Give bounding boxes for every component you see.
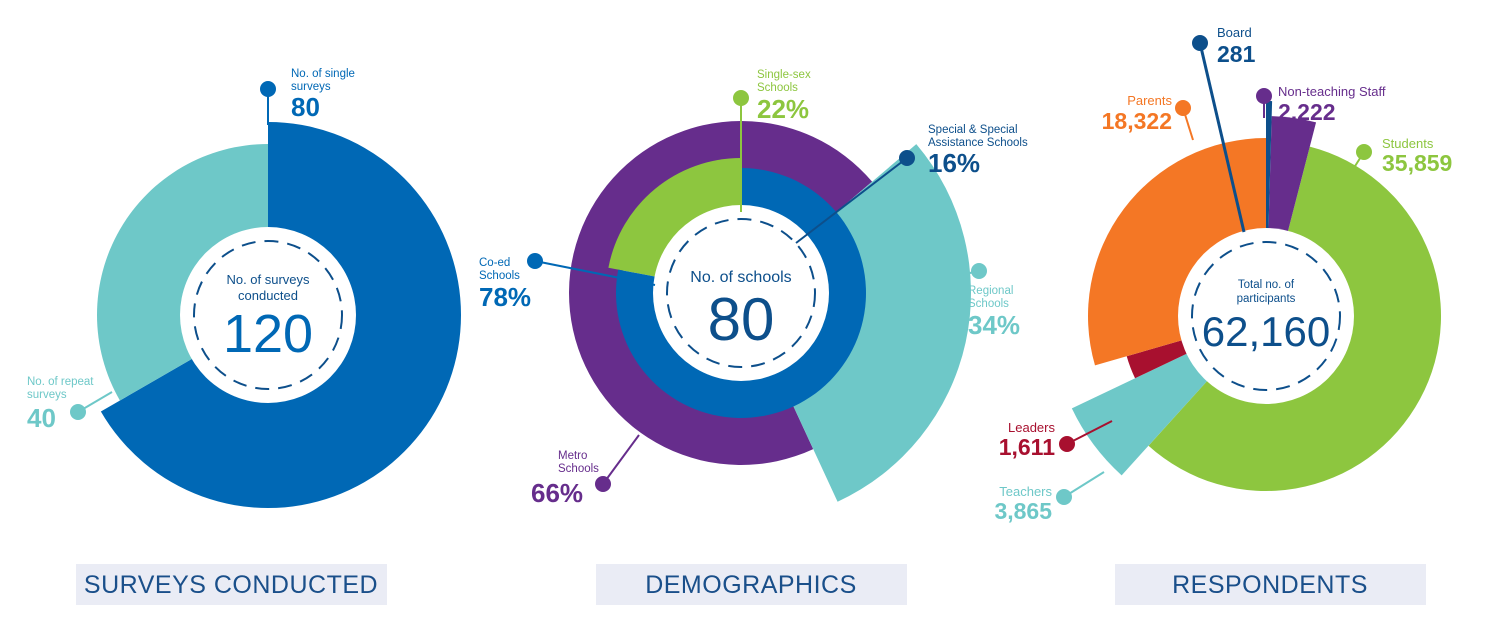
respondents-title: RESPONDENTS [1172,571,1368,599]
special-schools-value: 16% [928,148,980,178]
title-band-respondents: RESPONDENTS [1115,564,1426,605]
center-value: 120 [223,304,313,364]
metro-dot [595,476,611,492]
board-label: Board [1217,25,1252,40]
parents-dot [1175,100,1191,116]
special-schools-label: Special & Special Assistance Schools [928,124,1028,149]
metro-label: Metro Schools [558,450,599,475]
students-value: 35,859 [1382,150,1452,176]
title-band-surveys: SURVEYS CONDUCTED [76,564,387,605]
repeat-surveys-dot [70,404,86,420]
single-sex-dot [733,90,749,106]
co-ed-value: 78% [479,282,531,312]
demographics-chart: No. of schools 80 Single-sex Schools 22% … [479,69,1028,508]
respondents-chart: Total no. of participants 62,160 Board 28… [994,25,1452,524]
single-sex-label: Single-sex Schools [757,69,811,94]
surveys-chart: No. of surveys conducted 120 No. of singl… [27,68,462,508]
demographics-title: DEMOGRAPHICS [645,571,857,599]
board-leader [1198,42,1246,233]
students-label: Students [1382,136,1434,151]
dashed-ring [666,218,816,368]
regional-dot [971,263,987,279]
title-band-bg [1115,564,1426,605]
teachers-dot [1056,489,1072,505]
center-value: 62,160 [1202,308,1330,355]
metro-schools-arc [569,121,814,465]
single-surveys-value: 80 [291,92,320,122]
students-dot [1356,144,1372,160]
special-schools-leader [795,157,908,244]
regional-label: Regional Schools [968,285,1013,310]
metro-value: 66% [531,478,583,508]
teachers-label: Teachers [999,484,1052,499]
dashed-ring [1191,241,1341,391]
co-ed-label: Co-ed Schools [479,257,520,282]
repeat-surveys-label: No. of repeat surveys [27,376,94,401]
center-value: 80 [708,286,775,353]
center-disc [653,205,829,381]
leaders-leader [1066,420,1113,445]
center-disc [1178,228,1354,404]
title-band-bg [596,564,907,605]
title-band-demographics: DEMOGRAPHICS [596,564,907,605]
center-caption: No. of schools [690,269,791,286]
board-dot [1192,35,1208,51]
non-teaching-staff-value: 2,222 [1278,99,1336,125]
dashed-ring [193,240,343,390]
board-value: 281 [1217,41,1256,67]
special-schools-arc [741,121,873,216]
leaders-value: 1,611 [999,434,1055,460]
non-teaching-staff-dot [1256,88,1272,104]
teachers-value: 3,865 [994,498,1052,524]
special-schools-dot [899,150,915,166]
leaders-dot [1059,436,1075,452]
single-sex-value: 22% [757,94,809,124]
co-ed-leader [534,260,656,286]
parents-value: 18,322 [1102,108,1172,134]
parents-label: Parents [1127,93,1172,108]
single-surveys-dot [260,81,276,97]
surveys-title: SURVEYS CONDUCTED [84,571,378,599]
single-surveys-label: No. of single surveys [291,68,355,93]
repeat-surveys-value: 40 [27,403,56,433]
non-teaching-staff-label: Non-teaching Staff [1278,84,1386,99]
regional-schools-arc [791,144,971,502]
co-ed-dot [527,253,543,269]
center-disc [180,227,356,403]
center-caption: No. of surveys conducted [226,272,310,303]
regional-value: 34% [968,310,1020,340]
metro-leader [602,434,640,485]
title-band-bg [76,564,387,605]
leaders-label: Leaders [1008,420,1055,435]
center-caption: Total no. of participants [1237,279,1296,305]
